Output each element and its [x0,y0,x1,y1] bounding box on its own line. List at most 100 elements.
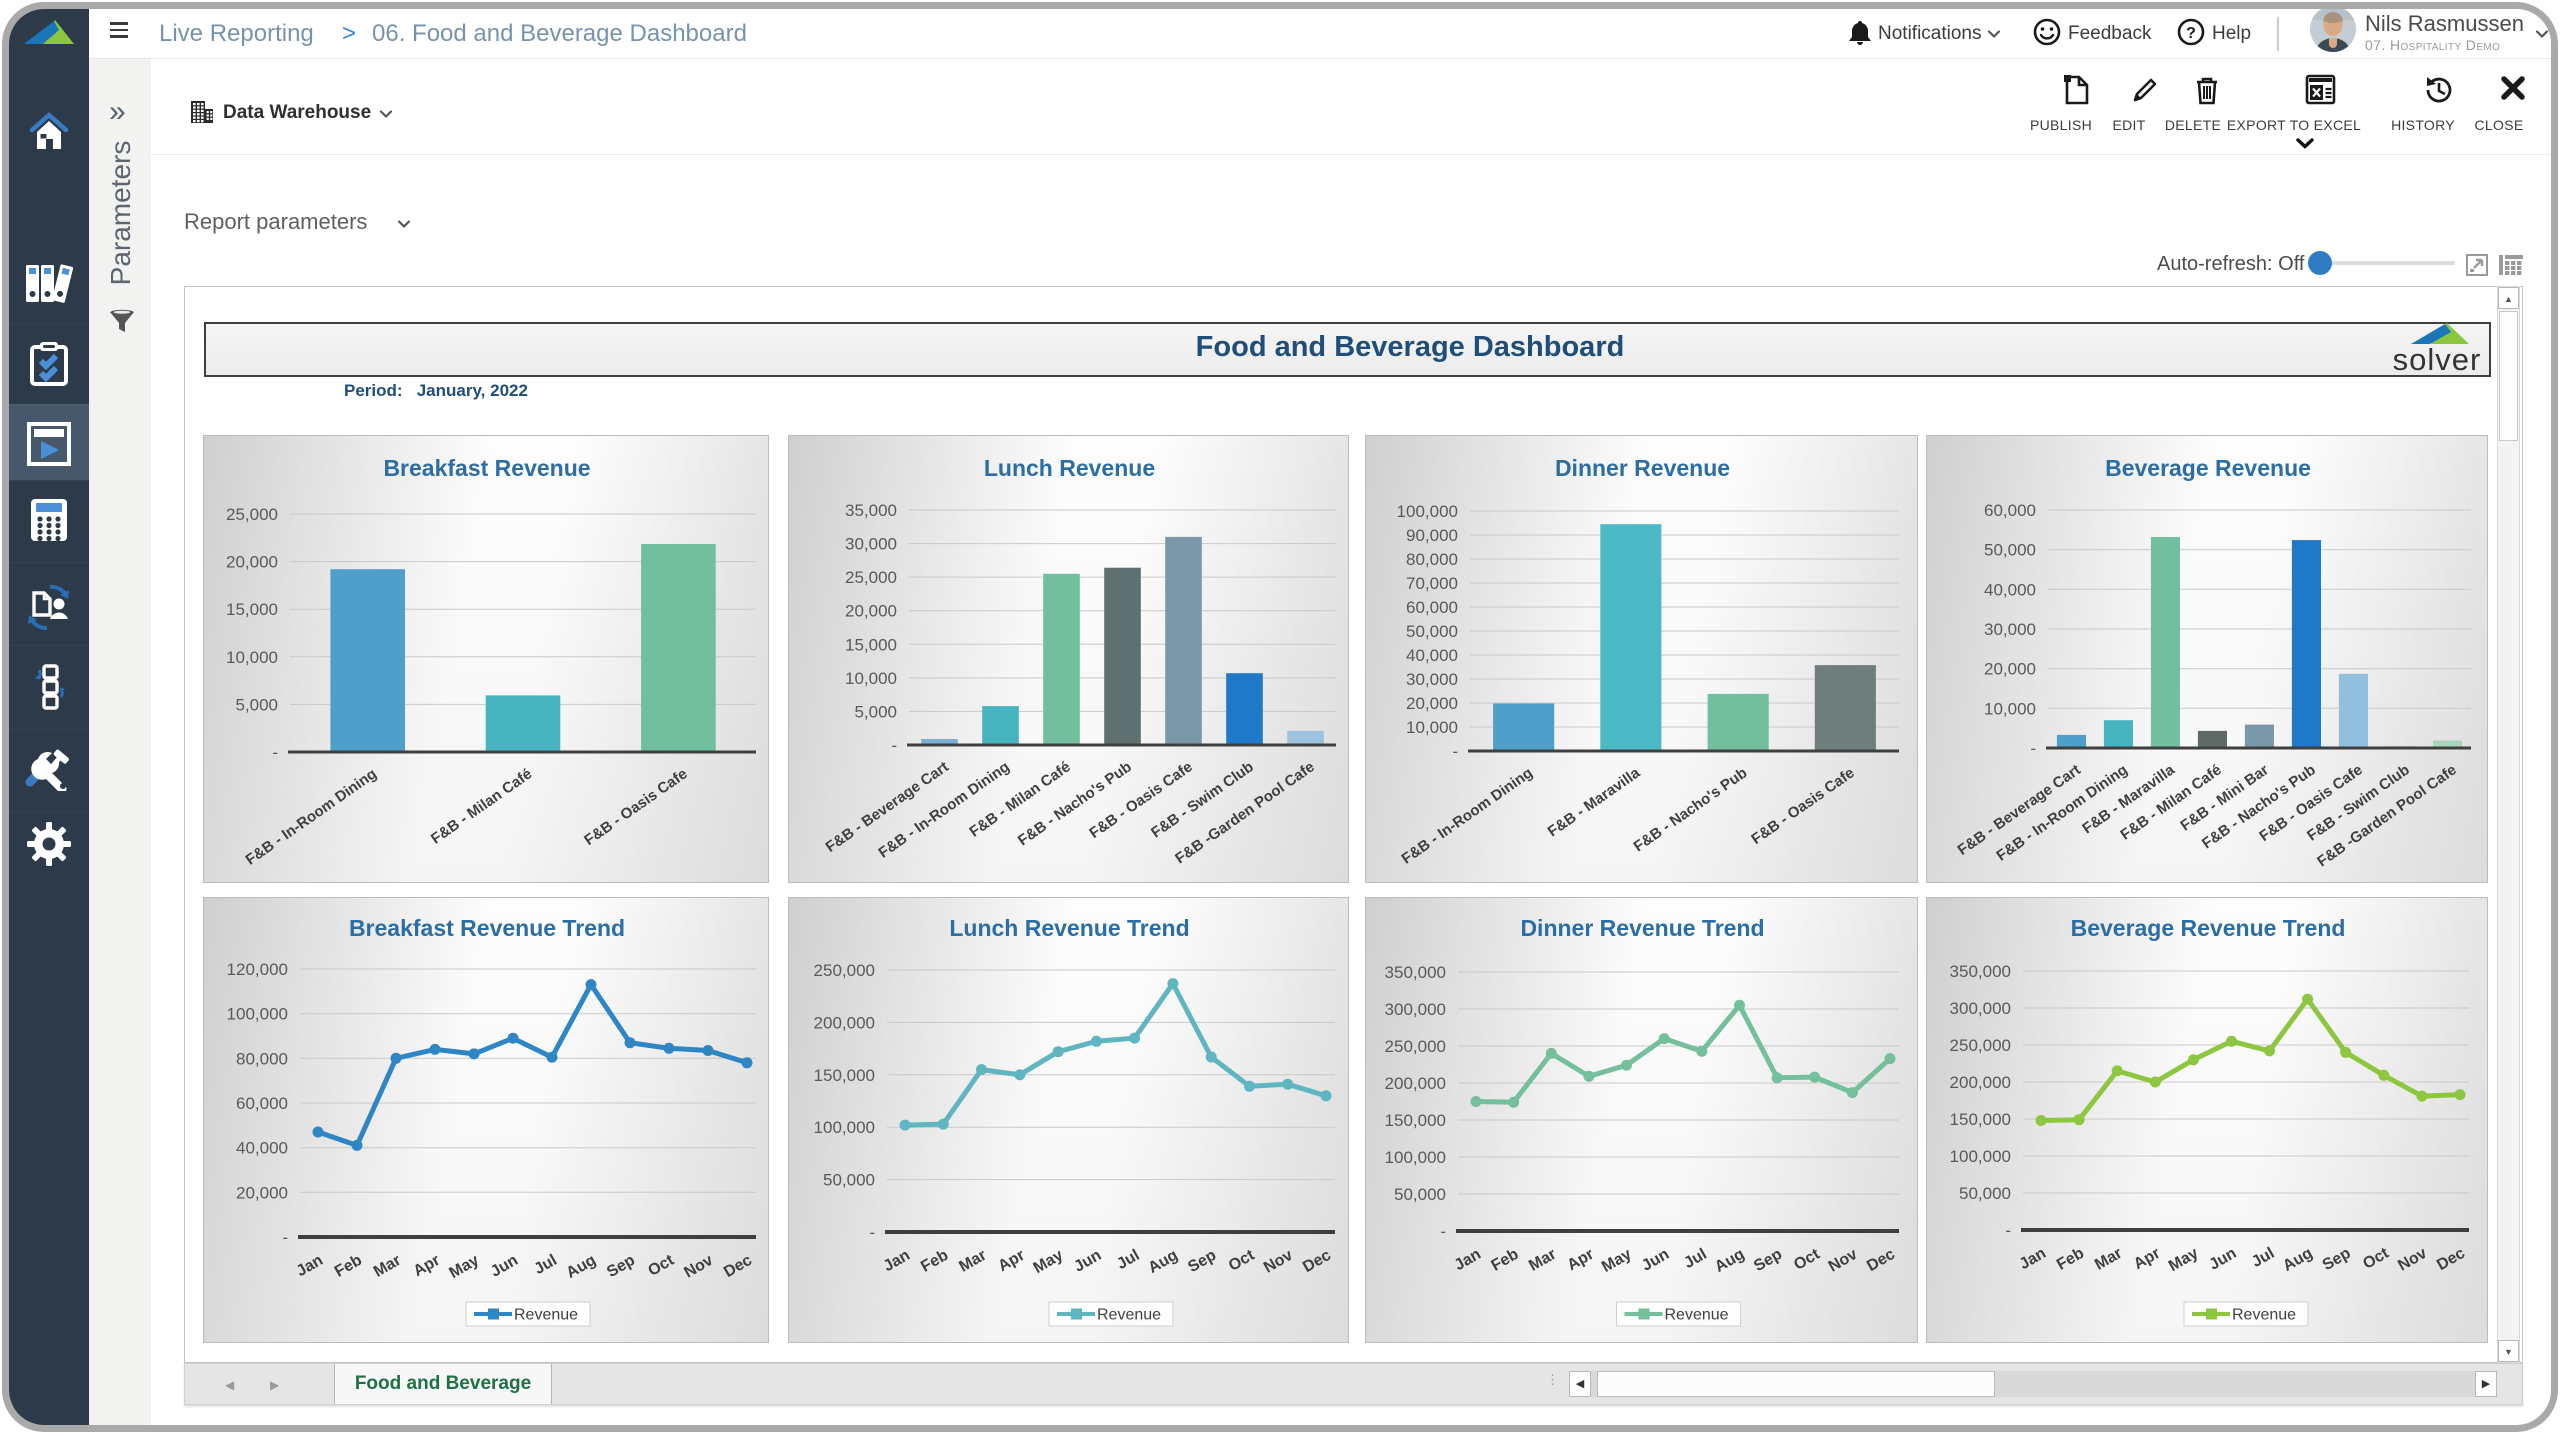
svg-text:Jun: Jun [488,1252,521,1281]
svg-text:50,000: 50,000 [1959,1184,2011,1203]
svg-text:100,000: 100,000 [227,1005,288,1024]
svg-text:10,000: 10,000 [1406,718,1458,737]
svg-text:Apr: Apr [2131,1245,2163,1274]
svg-text:350,000: 350,000 [1950,962,2011,981]
svg-text:Beverage Revenue Trend: Beverage Revenue Trend [2071,915,2346,941]
svg-text:15,000: 15,000 [226,600,278,619]
svg-text:Jul: Jul [2249,1245,2278,1271]
svg-text:May: May [447,1252,483,1282]
svg-text:50,000: 50,000 [823,1171,875,1190]
svg-text:20,000: 20,000 [226,553,278,572]
svg-text:100,000: 100,000 [1950,1147,2011,1166]
svg-text:25,000: 25,000 [226,505,278,524]
svg-text:150,000: 150,000 [814,1066,875,1085]
svg-text:80,000: 80,000 [236,1049,288,1068]
svg-text:30,000: 30,000 [1984,620,2036,639]
svg-text:30,000: 30,000 [845,535,897,554]
svg-text:250,000: 250,000 [814,961,875,980]
svg-text:May: May [1031,1247,1067,1277]
svg-text:Feb: Feb [2054,1245,2087,1274]
svg-text:90,000: 90,000 [1406,526,1458,545]
svg-text:-: - [1440,1222,1446,1241]
svg-text:Apr: Apr [995,1247,1027,1276]
svg-text:Jun: Jun [1071,1247,1104,1276]
svg-text:40,000: 40,000 [236,1139,288,1158]
svg-text:Aug: Aug [1712,1246,1747,1276]
svg-text:Jun: Jun [1639,1246,1672,1275]
svg-text:-: - [2005,1221,2011,1240]
svg-text:Beverage Revenue: Beverage Revenue [2105,455,2311,481]
svg-text:5,000: 5,000 [235,695,278,714]
svg-text:60,000: 60,000 [236,1094,288,1113]
svg-text:F&B - Nacho's Pub: F&B - Nacho's Pub [1631,764,1751,855]
svg-text:Aug: Aug [564,1252,599,1282]
svg-text:F&B - Oasis Cafe: F&B - Oasis Cafe [581,765,690,849]
svg-text:Jul: Jul [1681,1246,1710,1272]
svg-text:Sep: Sep [2320,1245,2354,1275]
svg-text:Dec: Dec [2434,1245,2468,1274]
svg-text:10,000: 10,000 [1984,699,2036,718]
svg-text:Aug: Aug [1145,1247,1180,1277]
svg-text:Jul: Jul [531,1252,560,1278]
svg-text:Lunch Revenue Trend: Lunch Revenue Trend [949,915,1189,941]
svg-text:Jan: Jan [881,1247,913,1276]
svg-text:?: ? [2186,25,2196,42]
svg-text:250,000: 250,000 [1950,1036,2011,1055]
svg-text:F&B - In-Room Dining: F&B - In-Room Dining [243,765,380,868]
svg-text:Jun: Jun [2206,1245,2239,1274]
svg-text:50,000: 50,000 [1406,622,1458,641]
svg-text:-: - [272,743,278,762]
svg-text:20,000: 20,000 [845,602,897,621]
svg-text:Oct: Oct [2360,1244,2392,1272]
svg-text:20,000: 20,000 [1984,660,2036,679]
svg-text:Sep: Sep [604,1252,638,1282]
svg-text:Jan: Jan [1452,1246,1484,1275]
svg-text:Nov: Nov [681,1252,716,1282]
svg-text:Oct: Oct [1226,1246,1258,1274]
svg-text:70,000: 70,000 [1406,574,1458,593]
svg-text:Lunch Revenue: Lunch Revenue [984,455,1155,481]
svg-text:Aug: Aug [2280,1245,2315,1275]
svg-text:350,000: 350,000 [1385,963,1446,982]
svg-text:Oct: Oct [645,1251,677,1279]
svg-text:F&B - Maravilla: F&B - Maravilla [1545,764,1644,840]
svg-text:F&B - Oasis Cafe: F&B - Oasis Cafe [1748,764,1857,848]
svg-text:35,000: 35,000 [845,501,897,520]
svg-text:25,000: 25,000 [845,568,897,587]
svg-text:Mar: Mar [2092,1245,2125,1274]
svg-text:F&B - Milan Café: F&B - Milan Café [966,758,1073,840]
svg-text:300,000: 300,000 [1385,1000,1446,1019]
svg-text:10,000: 10,000 [845,669,897,688]
svg-text:Mar: Mar [956,1247,989,1276]
svg-text:Sep: Sep [1185,1247,1219,1277]
svg-text:solver: solver [2393,342,2482,375]
svg-text:80,000: 80,000 [1406,550,1458,569]
svg-text:Revenue: Revenue [1665,1307,1729,1324]
svg-text:May: May [1599,1246,1635,1276]
svg-text:Apr: Apr [1565,1246,1597,1275]
svg-text:200,000: 200,000 [1385,1074,1446,1093]
svg-text:F&B - Swim Club: F&B - Swim Club [1148,758,1257,841]
svg-text:Breakfast Revenue Trend: Breakfast Revenue Trend [349,915,625,941]
svg-text:100,000: 100,000 [1385,1148,1446,1167]
svg-text:150,000: 150,000 [1950,1110,2011,1129]
svg-text:300,000: 300,000 [1950,999,2011,1018]
svg-text:Revenue: Revenue [1097,1307,1161,1324]
svg-text:5,000: 5,000 [854,702,897,721]
svg-text:Apr: Apr [411,1252,443,1281]
svg-text:Dinner Revenue Trend: Dinner Revenue Trend [1520,915,1764,941]
svg-text:Jan: Jan [2017,1245,2049,1274]
svg-text:Feb: Feb [918,1247,951,1276]
svg-text:-: - [282,1228,288,1247]
svg-text:200,000: 200,000 [1950,1073,2011,1092]
svg-text:Jan: Jan [294,1252,326,1281]
svg-text:60,000: 60,000 [1406,598,1458,617]
svg-text:Revenue: Revenue [514,1307,578,1324]
svg-text:100,000: 100,000 [1397,502,1458,521]
svg-text:50,000: 50,000 [1394,1185,1446,1204]
svg-text:Sep: Sep [1751,1246,1785,1276]
svg-text:F&B - In-Room Dining: F&B - In-Room Dining [1399,764,1536,867]
svg-text:200,000: 200,000 [814,1013,875,1032]
svg-text:Mar: Mar [371,1252,404,1281]
svg-text:100,000: 100,000 [814,1118,875,1137]
